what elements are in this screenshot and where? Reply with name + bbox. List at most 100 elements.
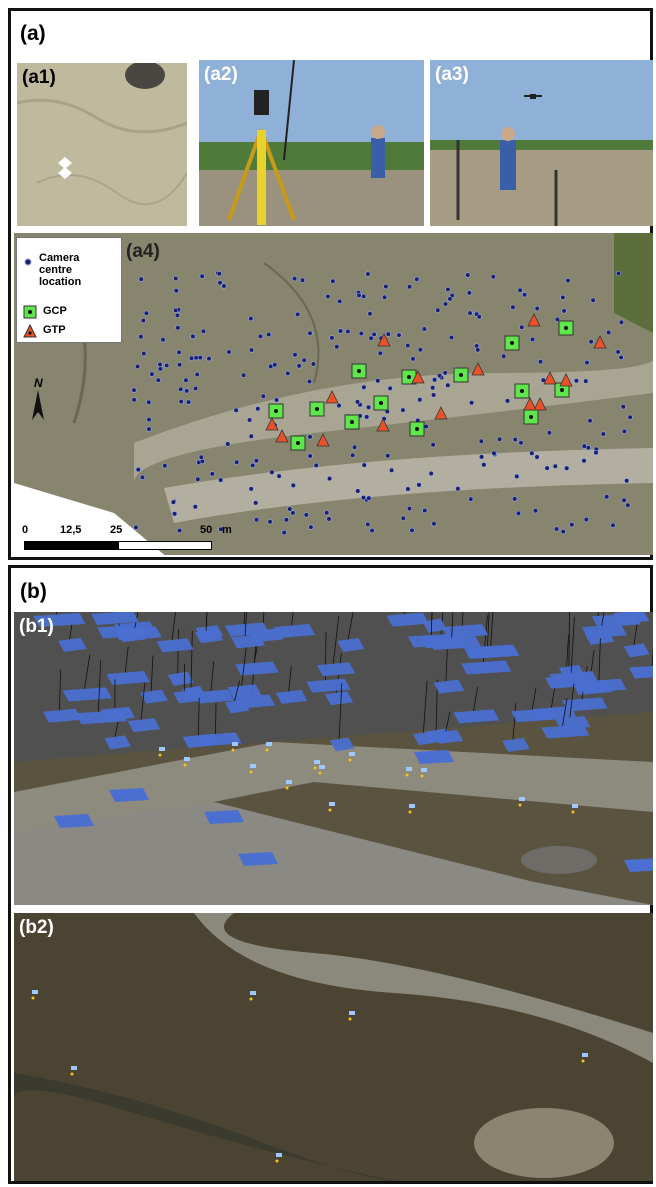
gcp-flag-base [571,810,575,814]
camera-point [170,499,176,505]
camera-ray [244,612,247,638]
camera-point [476,314,482,320]
camera-point [160,337,166,343]
camera-point [491,450,497,456]
camera-plane [106,670,150,685]
camera-point [377,350,383,356]
camera-point [400,407,406,413]
camera-point [405,342,411,349]
point-cloud-3d-view [14,612,653,905]
camera-point [365,521,371,528]
camera-plane [235,661,279,676]
camera-ray [461,612,464,628]
camera-point [183,377,189,383]
camera-point [497,436,503,442]
gcp-flag [266,742,272,746]
camera-point [178,399,184,405]
camera-plane [510,708,559,723]
gcp-flag-base [183,763,187,767]
camera-point [308,524,314,530]
gcp-flag [276,1153,282,1157]
camera-point [448,334,455,341]
gcp-flag-base [249,770,253,774]
scale-tick-50: 50 [200,524,213,536]
gtp-marker [559,373,573,387]
camera-point [512,496,518,502]
camera-plane [581,624,628,639]
camera-plane [453,709,500,724]
camera-ray [347,612,354,642]
dense-cloud-view [14,913,653,1181]
camera-point [368,335,374,341]
camera-point [146,426,152,432]
camera-point [423,423,429,430]
camera-point [367,311,373,317]
gcp-center [407,375,411,379]
camera-point [366,404,372,410]
camera-ray [171,612,176,642]
camera-point [615,349,621,355]
camera-point [176,349,182,355]
camera-point [522,292,528,298]
gcp-flag-base [275,1159,279,1163]
gcp-flag [319,765,325,769]
gtp-marker [543,371,557,385]
camera-point [177,527,183,534]
camera-plane [386,612,429,627]
gtp-marker [527,313,541,327]
gcp-flag-base [231,748,235,752]
camera-point [218,526,224,532]
camera-point [387,385,393,391]
camera-point [590,297,596,303]
camera-point [301,357,307,363]
camera-point [233,407,239,413]
camera-plane [541,724,590,739]
gtp-marker [434,406,448,420]
gcp-center [560,388,564,392]
camera-planes [33,612,653,872]
camera-plane [317,662,356,677]
camera-point [356,292,362,299]
camera-point [186,399,192,405]
camera-point [355,488,361,494]
camera-point [565,277,571,284]
gcp-flag-base [249,997,253,1001]
a1-label: (a1) [22,67,56,88]
camera-point [581,443,587,449]
camera-ray [215,702,217,736]
a2-label: (a2) [204,64,238,85]
gtp-marker [376,418,390,432]
camera-plane [140,689,168,704]
camera-point [400,515,406,521]
camera-point [445,382,451,388]
camera-ray [58,669,62,712]
camera-dot-icon [24,258,32,266]
camera-point [465,272,471,278]
camera-plane [238,852,278,866]
camera-point [414,276,420,282]
camera-point [455,486,461,492]
camera-point [253,458,259,464]
camera-point [241,372,247,378]
camera-point [139,474,146,480]
camera-point [375,378,381,384]
camera-point [479,454,485,460]
gtp-marker [316,433,330,447]
camera-ray [288,665,292,693]
camera-ray [291,612,294,627]
gcp-flag-base [581,1059,585,1063]
gcp-flag [349,752,355,756]
camera-point [416,482,422,488]
camera-plane [113,626,162,641]
camera-point [325,293,331,300]
camera-point [131,397,137,403]
camera-point [389,467,395,473]
camera-point [467,310,473,316]
camera-plane [414,750,454,764]
gcp-center [564,326,568,330]
gcp-center [350,420,354,424]
gcp-flag-base [313,766,317,770]
camera-point [281,530,287,536]
gcp-flag [250,991,256,995]
camera-point [618,319,625,325]
